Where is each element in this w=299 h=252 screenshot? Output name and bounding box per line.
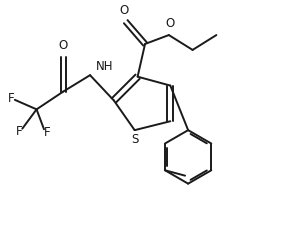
- Text: S: S: [132, 133, 139, 145]
- Text: F: F: [16, 124, 22, 137]
- Text: NH: NH: [95, 60, 113, 73]
- Text: O: O: [59, 39, 68, 52]
- Text: O: O: [166, 16, 175, 29]
- Text: O: O: [120, 4, 129, 17]
- Text: F: F: [44, 126, 50, 139]
- Text: F: F: [8, 91, 15, 105]
